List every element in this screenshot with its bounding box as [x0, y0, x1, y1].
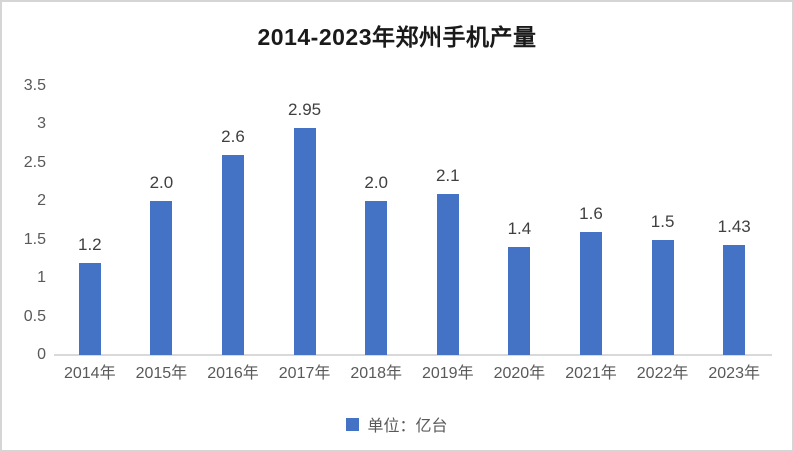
bar-value-label: 1.5 [650, 211, 675, 231]
y-tick-label: 0 [37, 346, 46, 363]
bar-value-label: 2.1 [435, 165, 460, 185]
x-axis-line [54, 354, 772, 356]
x-tick-label: 2022年 [636, 365, 689, 382]
bar-value-label: 2.6 [221, 127, 245, 147]
y-tick-label: 1 [37, 269, 46, 287]
legend: 单位：亿台 [2, 412, 792, 436]
x-tick-label: 2018年 [350, 365, 402, 382]
y-tick-label: 3.5 [23, 77, 46, 94]
y-tick-label: 3 [37, 115, 46, 133]
bar [293, 128, 316, 355]
bar [580, 232, 602, 355]
x-tick-label: 2017年 [278, 365, 331, 382]
x-tick-label: 2020年 [493, 365, 546, 382]
bar [365, 201, 388, 355]
x-tick-label: 2016年 [207, 365, 259, 382]
bar [508, 247, 531, 355]
bar-value-label: 1.2 [77, 234, 102, 254]
legend-label: 单位：亿台 [367, 418, 448, 435]
x-tick-label: 2014年 [63, 365, 116, 382]
bar [150, 201, 173, 355]
bar [222, 155, 244, 355]
bar-value-label: 1.43 [717, 217, 751, 237]
x-tick-label: 2023年 [708, 365, 760, 382]
legend-swatch-icon [346, 417, 360, 431]
plot-area: 1.2 2.0 2.6 2.95 2.0 2.1 1.4 1.6 1.5 1.43 [54, 86, 770, 355]
chart-title: 2014-2023年郑州手机产量 [257, 24, 537, 50]
bar [436, 193, 459, 355]
bar-value-label: 2.0 [364, 173, 388, 193]
x-tick-label: 2019年 [421, 365, 474, 382]
bar-value-label: 1.6 [579, 204, 603, 224]
y-tick-label: 1.5 [23, 230, 46, 248]
bar [651, 239, 674, 355]
bar [723, 245, 746, 355]
y-tick-label: 2 [37, 192, 46, 210]
bar-value-label: 1.4 [507, 219, 532, 239]
bar-value-label: 2.95 [288, 100, 322, 120]
x-tick-label: 2021年 [565, 365, 617, 382]
bar [78, 262, 101, 355]
y-tick-label: 0.5 [23, 307, 46, 325]
y-tick-label: 2.5 [23, 153, 46, 171]
x-tick-label: 2015年 [135, 365, 188, 382]
bar-value-label: 2.0 [149, 173, 174, 193]
